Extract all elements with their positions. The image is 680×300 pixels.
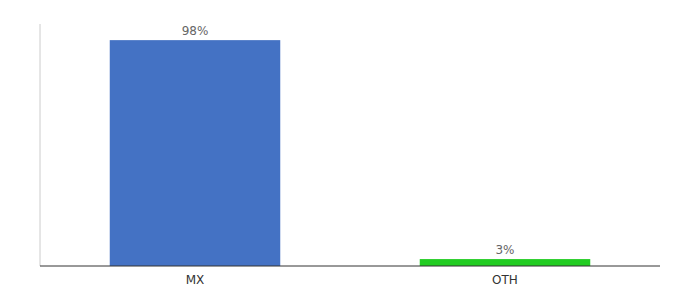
- chart-svg: 98% 3% MX OTH: [0, 0, 680, 300]
- x-tick-label: MX: [186, 273, 205, 287]
- data-label: 98%: [182, 24, 209, 38]
- x-tick-label: OTH: [492, 273, 518, 287]
- data-label: 3%: [495, 243, 514, 257]
- y-axis-line: [40, 24, 41, 266]
- plot-area: [110, 40, 591, 266]
- chart-container: 98% 3% MX OTH: [0, 0, 680, 300]
- bar: [420, 259, 591, 266]
- bar: [110, 40, 281, 266]
- x-axis-line: [40, 266, 660, 267]
